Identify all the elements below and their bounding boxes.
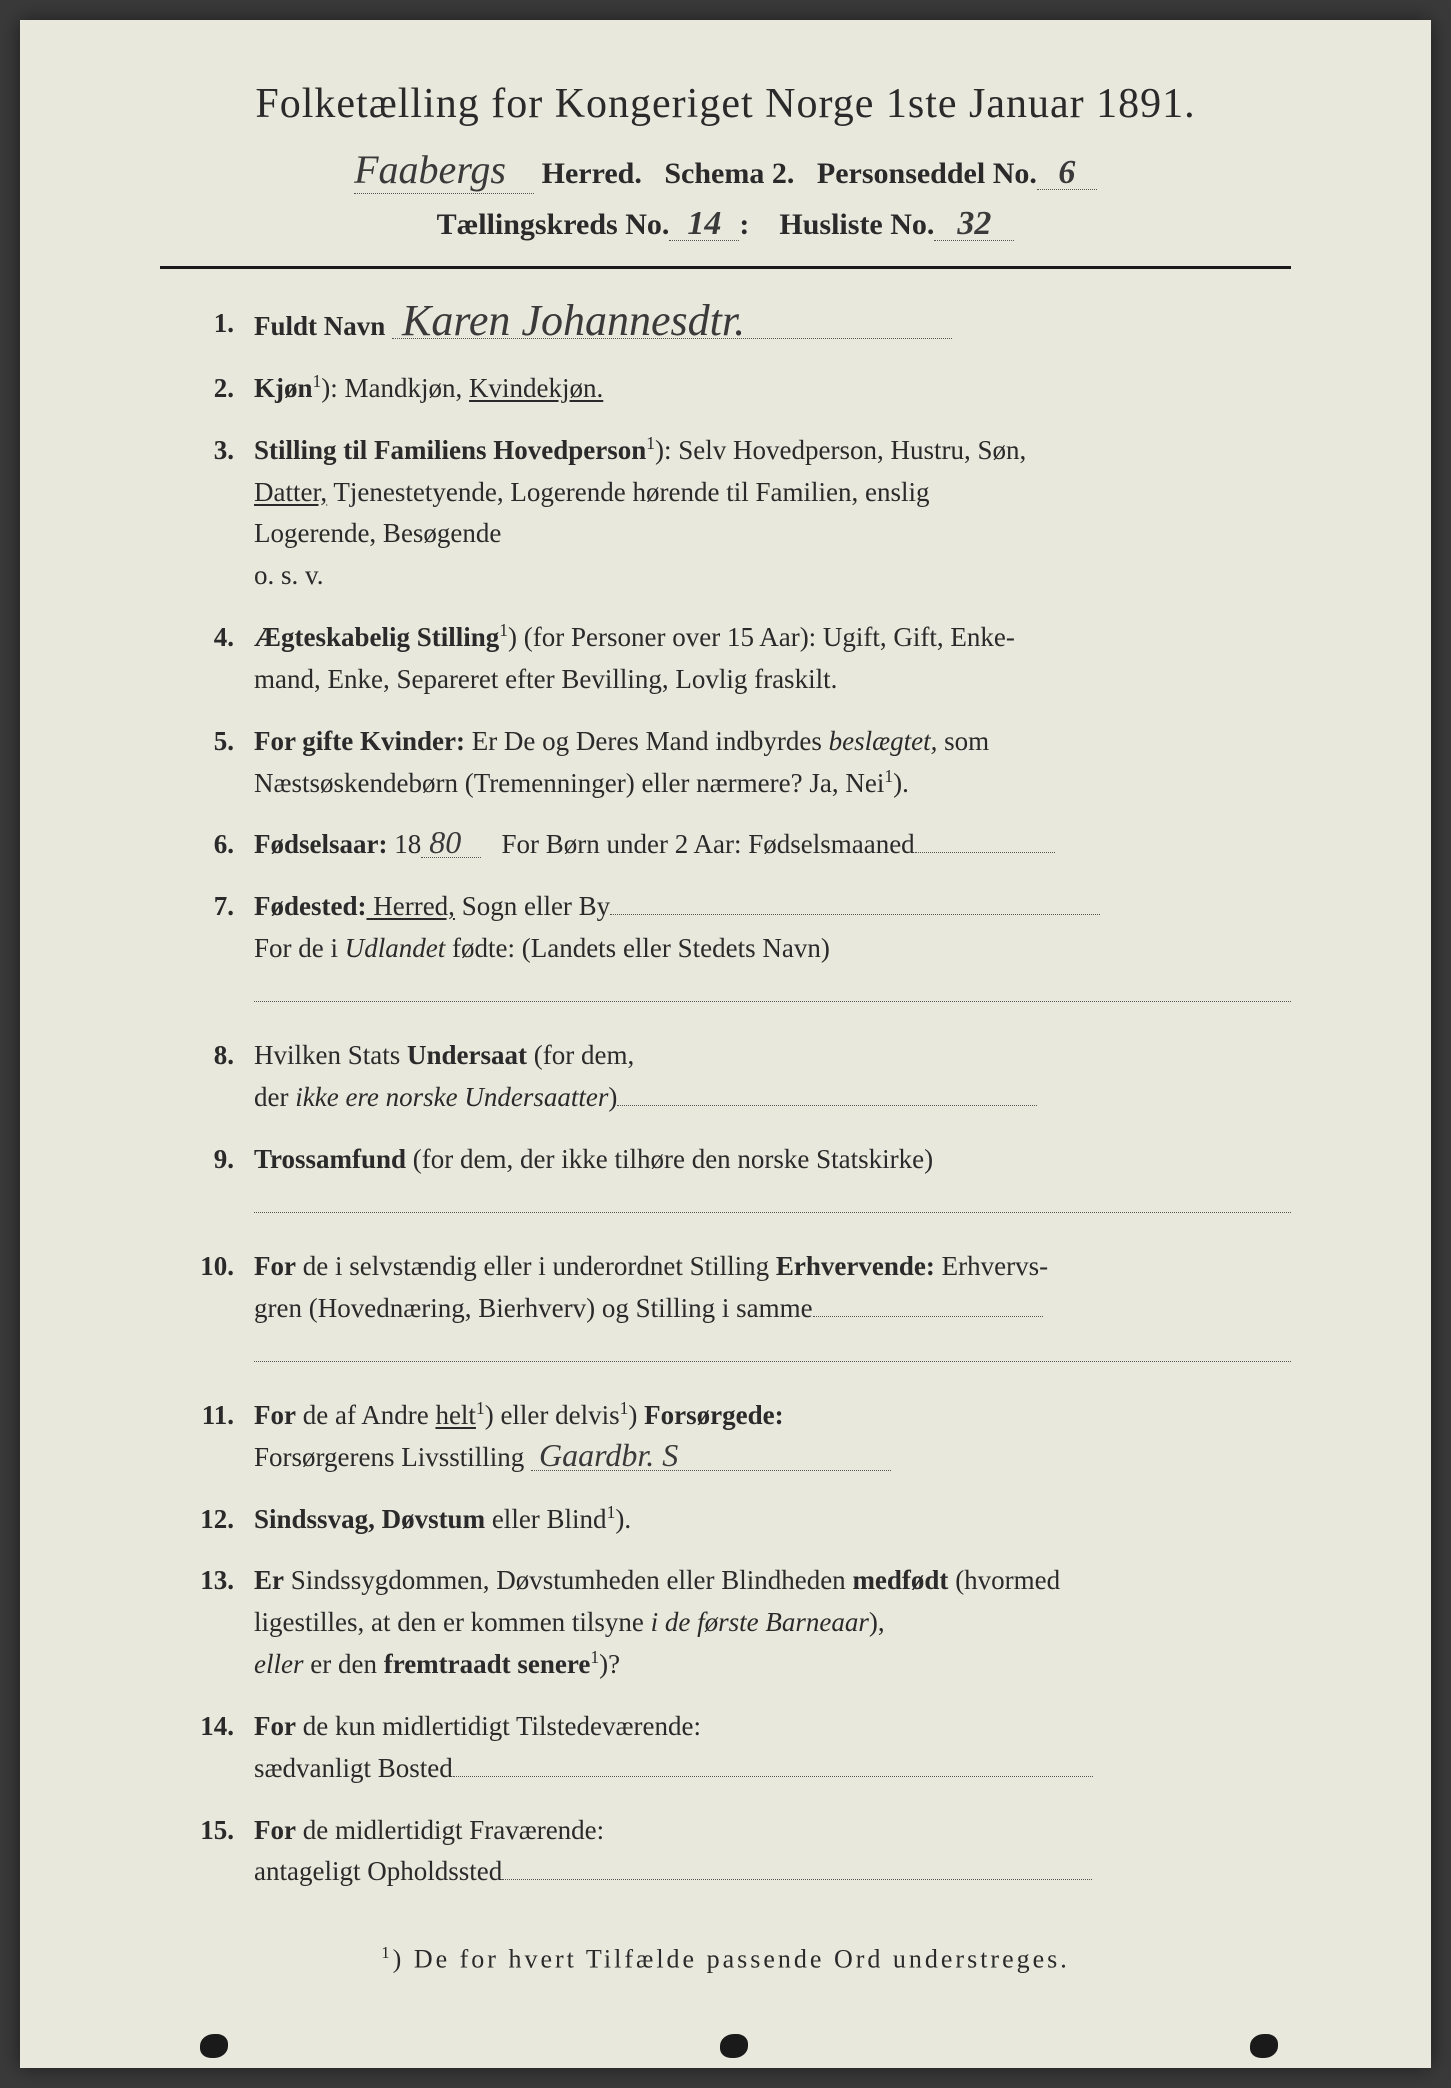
item-4-label: Ægteskabelig Stilling: [254, 622, 499, 652]
footnote: 1) De for hvert Tilfælde passende Ord un…: [160, 1943, 1291, 1975]
ink-blotch: [720, 2034, 748, 2058]
item-14-num: 14.: [190, 1706, 254, 1790]
item-15: 15. For de midlertidigt Fraværende: anta…: [190, 1810, 1291, 1894]
item-1: 1. Fuldt Navn Karen Johannesdtr.: [190, 303, 1291, 348]
personseddel-no: 6: [1037, 158, 1097, 190]
item-8: 8. Hvilken Stats Undersaat (for dem, der…: [190, 1035, 1291, 1119]
item-9-num: 9.: [190, 1139, 254, 1226]
item-12-num: 12.: [190, 1499, 254, 1541]
item-5-label: For gifte Kvinder:: [254, 726, 465, 756]
item-6-label: Fødselsaar:: [254, 829, 387, 859]
item-2-label: Kjøn: [254, 373, 313, 403]
item-10: 10. For de i selvstændig eller i underor…: [190, 1246, 1291, 1375]
schema-label: Schema 2.: [664, 157, 794, 190]
item-3: 3. Stilling til Familiens Hovedperson1):…: [190, 430, 1291, 597]
item-1-value: Karen Johannesdtr.: [392, 303, 952, 339]
item-13: 13. Er Sindssygdommen, Døvstumheden elle…: [190, 1560, 1291, 1686]
item-3-label: Stilling til Familiens Hovedperson: [254, 435, 646, 465]
item-9: 9. Trossamfund (for dem, der ikke tilhør…: [190, 1139, 1291, 1226]
item-7-label: Fødested:: [254, 891, 366, 921]
item-10-num: 10.: [190, 1246, 254, 1375]
ink-blotch: [200, 2034, 228, 2058]
page-title: Folketælling for Kongeriget Norge 1ste J…: [160, 80, 1291, 128]
item-6: 6. Fødselsaar: 1880 For Børn under 2 Aar…: [190, 824, 1291, 866]
item-1-label: Fuldt Navn: [254, 311, 385, 341]
herred-handwritten: Faabergs: [354, 146, 534, 194]
item-4: 4. Ægteskabelig Stilling1) (for Personer…: [190, 617, 1291, 701]
item-5: 5. For gifte Kvinder: Er De og Deres Man…: [190, 721, 1291, 805]
item-2-num: 2.: [190, 368, 254, 410]
item-6-num: 6.: [190, 824, 254, 866]
item-11-value: Gaardbr. S: [531, 1441, 891, 1471]
husliste-no: 32: [934, 209, 1014, 241]
personseddel-label: Personseddel No.: [817, 157, 1037, 190]
taellingskreds-label: Tællingskreds No.: [437, 208, 670, 241]
ink-blotch: [1250, 2034, 1278, 2058]
husliste-label: Husliste No.: [779, 208, 934, 241]
item-14: 14. For de kun midlertidigt Tilstedevære…: [190, 1706, 1291, 1790]
item-15-num: 15.: [190, 1810, 254, 1894]
taellingskreds-no: 14: [669, 209, 739, 241]
item-11: 11. For de af Andre helt1) eller delvis1…: [190, 1395, 1291, 1479]
item-5-num: 5.: [190, 721, 254, 805]
item-2-selected: Kvindekjøn.: [469, 373, 603, 403]
item-6-year: 80: [421, 828, 481, 858]
herred-label: Herred.: [542, 157, 642, 190]
header-row-1: Faabergs Herred. Schema 2. Personseddel …: [160, 146, 1291, 194]
item-4-num: 4.: [190, 617, 254, 701]
form-body: 1. Fuldt Navn Karen Johannesdtr. 2. Kjøn…: [160, 303, 1291, 1893]
item-8-num: 8.: [190, 1035, 254, 1119]
item-3-selected: Datter,: [254, 477, 327, 507]
item-13-num: 13.: [190, 1560, 254, 1686]
header-row-2: Tællingskreds No.14: Husliste No.32: [160, 208, 1291, 242]
item-9-label: Trossamfund: [254, 1144, 406, 1174]
item-3-num: 3.: [190, 430, 254, 597]
header-divider: [160, 266, 1291, 269]
census-form-page: Folketælling for Kongeriget Norge 1ste J…: [20, 20, 1431, 2068]
item-2: 2. Kjøn1): Mandkjøn, Kvindekjøn.: [190, 368, 1291, 410]
item-1-num: 1.: [190, 303, 254, 348]
item-12: 12. Sindssvag, Døvstum eller Blind1).: [190, 1499, 1291, 1541]
item-7: 7. Fødested: Herred, Sogn eller By For d…: [190, 886, 1291, 1015]
item-7-num: 7.: [190, 886, 254, 1015]
item-11-num: 11.: [190, 1395, 254, 1479]
